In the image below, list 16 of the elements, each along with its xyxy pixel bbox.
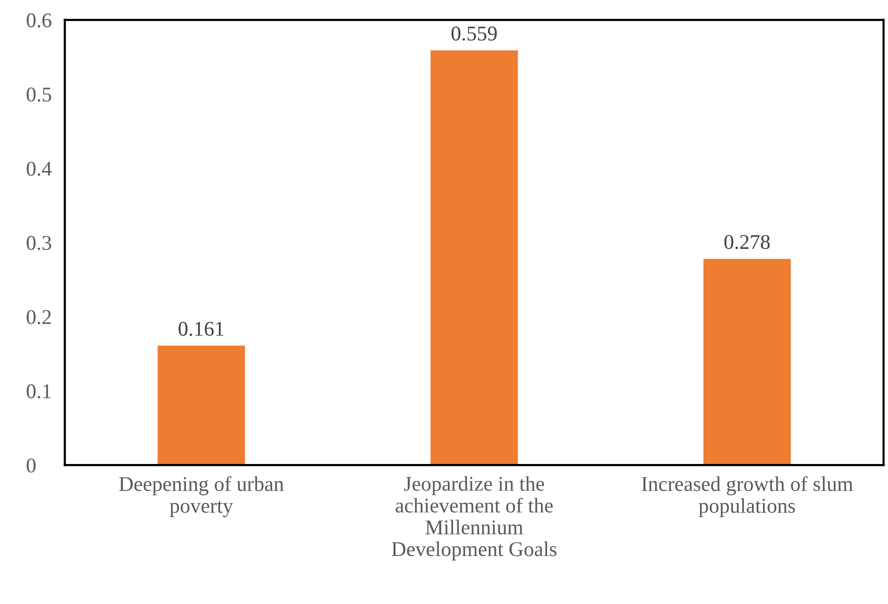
x-tick-label: Deepening of urban poverty [119, 476, 284, 518]
y-tick-label: 0.6 [26, 13, 52, 28]
y-tick-label: 0.1 [26, 384, 51, 398]
y-tick-label: 0.5 [26, 87, 52, 102]
y-tick-label: 0.3 [26, 236, 52, 250]
x-tick-label: Jeopardize in the achievement of the Millennium Development Goals [392, 476, 556, 560]
bar [430, 50, 518, 466]
bar [158, 346, 245, 466]
x-tick-label: Increased growth of slum populations [642, 476, 853, 518]
y-tick-label: 0.2 [26, 310, 51, 324]
data-label: 0.161 [178, 322, 224, 336]
y-tick-label: 0 [26, 458, 36, 473]
y-tick-label: 0.4 [26, 162, 52, 176]
data-label: 0.278 [724, 234, 770, 250]
data-label: 0.559 [452, 26, 497, 41]
bar [703, 258, 791, 466]
